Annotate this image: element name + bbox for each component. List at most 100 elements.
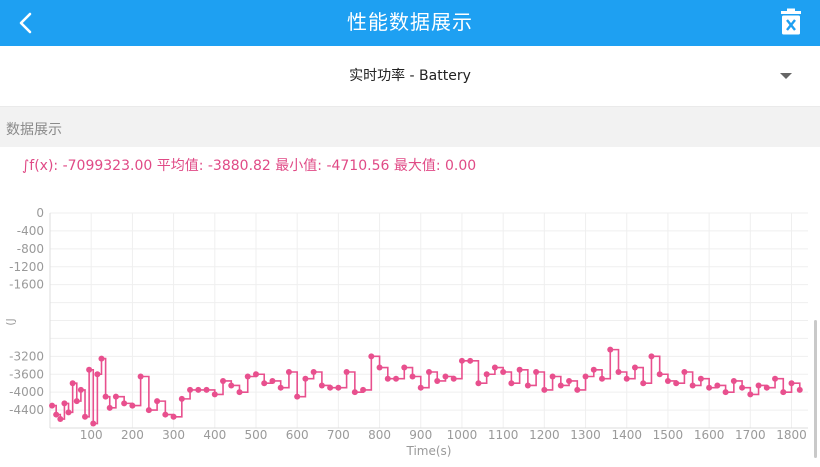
data-point xyxy=(228,382,235,389)
data-point xyxy=(269,377,276,384)
data-point xyxy=(220,377,227,384)
data-point xyxy=(557,382,564,389)
data-point xyxy=(137,373,144,380)
trash-icon[interactable] xyxy=(776,7,806,37)
data-point xyxy=(615,369,622,376)
data-point xyxy=(491,364,498,371)
data-point xyxy=(590,366,597,373)
data-point xyxy=(673,380,680,387)
page-title: 性能数据展示 xyxy=(347,10,473,34)
data-point xyxy=(112,393,119,400)
data-point xyxy=(49,402,56,409)
data-point xyxy=(664,377,671,384)
data-point xyxy=(541,386,548,393)
data-point xyxy=(656,371,663,378)
data-point xyxy=(57,416,64,423)
data-point xyxy=(508,380,515,387)
data-point xyxy=(417,384,424,391)
data-point xyxy=(607,346,614,353)
stats-summary: ∫f(x): -7099323.00 平均值: -3880.82 最小值: -4… xyxy=(22,158,477,174)
data-point xyxy=(195,386,202,393)
data-point xyxy=(788,380,795,387)
caret-down-icon[interactable] xyxy=(780,73,792,79)
data-point xyxy=(458,357,465,364)
data-point xyxy=(94,371,101,378)
data-point xyxy=(98,355,105,362)
chevron-left-icon[interactable] xyxy=(10,6,44,40)
power-chart: 0 -400 -800 -1200 -1600 -3200 -3600 -4000 -4400 1… xyxy=(4,206,808,458)
data-point xyxy=(393,375,400,382)
y-axis-label: (J xyxy=(4,318,17,326)
data-point xyxy=(755,382,762,389)
scrollbar[interactable] xyxy=(814,320,817,458)
data-point xyxy=(730,377,737,384)
data-point xyxy=(318,382,325,389)
y-tick-label: 0 xyxy=(36,206,44,220)
y-tick-label: -4000 xyxy=(9,385,44,399)
data-point xyxy=(335,384,342,391)
data-point xyxy=(90,420,97,427)
data-point xyxy=(203,386,210,393)
data-point xyxy=(343,369,350,376)
data-point xyxy=(533,369,540,376)
x-tick-label: 900 xyxy=(409,428,432,442)
metric-selector[interactable]: 实时功率 - Battery xyxy=(0,46,820,107)
data-point xyxy=(86,366,93,373)
data-point xyxy=(706,384,713,391)
data-point xyxy=(631,364,638,371)
x-tick-label: 1200 xyxy=(529,428,560,442)
x-tick-label: 500 xyxy=(245,428,268,442)
data-point xyxy=(475,380,482,387)
data-point xyxy=(599,375,606,382)
data-point xyxy=(102,393,109,400)
data-point xyxy=(285,369,292,376)
data-point xyxy=(65,409,72,416)
app-header: 性能数据展示 xyxy=(0,0,820,46)
data-point xyxy=(796,386,803,393)
y-tick-label: -400 xyxy=(17,224,44,238)
data-point xyxy=(483,371,490,378)
x-tick-label: 400 xyxy=(203,428,226,442)
x-tick-label: 700 xyxy=(327,428,350,442)
x-tick-label: 1100 xyxy=(488,428,519,442)
data-point xyxy=(360,386,367,393)
data-point xyxy=(739,384,746,391)
data-point xyxy=(697,375,704,382)
y-tick-label: -800 xyxy=(17,242,44,256)
x-tick-label: 100 xyxy=(80,428,103,442)
data-point xyxy=(302,375,309,382)
x-tick-label: 1800 xyxy=(776,428,807,442)
x-tick-label: 1600 xyxy=(694,428,725,442)
y-tick-label: -4400 xyxy=(9,403,44,417)
data-point xyxy=(162,411,169,418)
data-point xyxy=(401,364,408,371)
data-point xyxy=(61,400,68,407)
data-point xyxy=(434,377,441,384)
data-point xyxy=(252,371,259,378)
data-point xyxy=(549,373,556,380)
x-tick-label: 1700 xyxy=(735,428,766,442)
data-point xyxy=(121,400,128,407)
x-tick-label: 600 xyxy=(286,428,309,442)
data-point xyxy=(154,398,161,405)
data-point xyxy=(244,373,251,380)
data-point xyxy=(524,382,531,389)
data-point xyxy=(450,375,457,382)
data-point xyxy=(780,389,787,396)
x-tick-label: 1400 xyxy=(611,428,642,442)
data-point xyxy=(467,357,474,364)
data-point xyxy=(69,380,76,387)
selector-value: 实时功率 - Battery xyxy=(349,68,471,84)
y-tick-label: -1600 xyxy=(9,278,44,292)
data-point xyxy=(516,366,523,373)
x-tick-label: 200 xyxy=(121,428,144,442)
data-point xyxy=(566,377,573,384)
data-point xyxy=(500,369,507,376)
y-tick-label: -3600 xyxy=(9,367,44,381)
data-point xyxy=(145,407,152,414)
x-tick-label: 300 xyxy=(162,428,185,442)
data-point xyxy=(763,384,770,391)
y-tick-label: -3200 xyxy=(9,349,44,363)
data-point xyxy=(294,393,301,400)
data-point xyxy=(368,353,375,360)
